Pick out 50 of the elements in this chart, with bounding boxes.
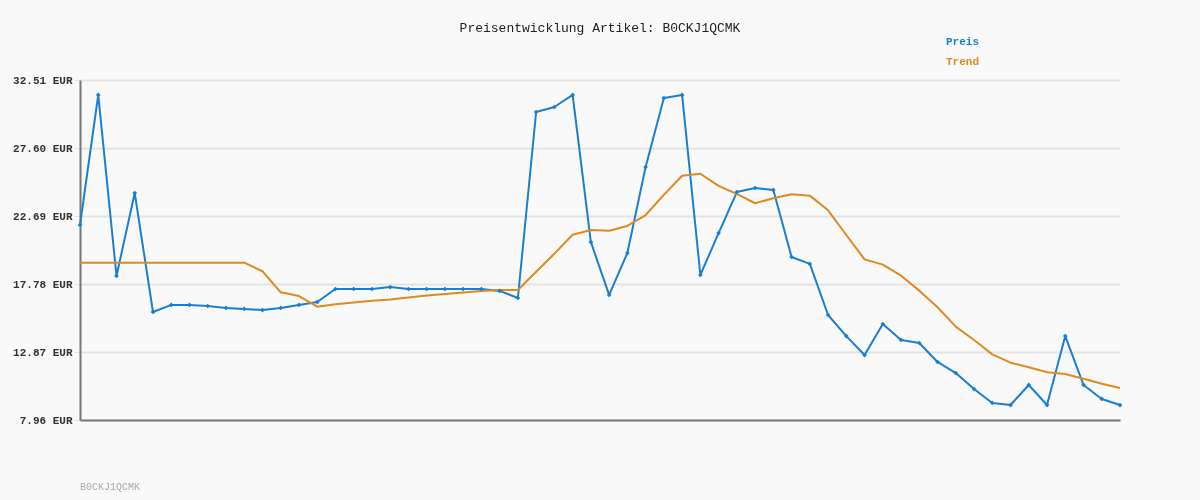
point <box>916 340 922 346</box>
y-tick-label: 12.87 EUR <box>13 346 73 359</box>
point <box>953 370 959 376</box>
point <box>1117 402 1123 408</box>
point <box>168 302 174 308</box>
text: Preis <box>946 35 980 48</box>
point <box>588 239 594 245</box>
point <box>77 222 83 228</box>
y-tick-label: 27.60 EUR <box>13 142 73 155</box>
point <box>387 284 393 290</box>
chart-title: Preisentwicklung Artikel: B0CKJ1QCMK <box>459 21 741 36</box>
y-tick-label: 7.96 EUR <box>19 414 73 427</box>
point <box>296 302 302 308</box>
point <box>1062 333 1068 339</box>
point <box>95 92 101 98</box>
point <box>825 312 831 318</box>
point <box>698 272 703 278</box>
point <box>625 250 630 256</box>
point <box>661 95 667 101</box>
point <box>989 400 995 406</box>
point <box>880 321 886 327</box>
point <box>132 190 138 196</box>
point <box>1044 402 1050 408</box>
y-tick-label: 22.69 EUR <box>13 210 73 223</box>
point <box>752 185 758 191</box>
point <box>369 286 375 292</box>
point <box>314 299 320 305</box>
point <box>843 333 849 339</box>
point <box>770 187 776 193</box>
point <box>971 386 977 392</box>
point <box>533 109 539 115</box>
point <box>734 189 740 195</box>
y-tick-label: 17.78 EUR <box>13 278 73 291</box>
point <box>150 309 156 315</box>
point <box>679 92 685 98</box>
point <box>515 295 521 301</box>
point <box>497 288 502 294</box>
point <box>898 337 904 343</box>
point <box>570 92 575 98</box>
point <box>1026 382 1032 388</box>
point <box>241 306 247 312</box>
text: B0CKJ1QCMK <box>80 482 141 493</box>
text: Trend <box>946 55 980 68</box>
point <box>807 261 813 267</box>
point <box>606 292 612 298</box>
point <box>205 303 211 309</box>
point <box>1099 396 1105 402</box>
point <box>278 305 284 311</box>
point <box>223 305 229 311</box>
y-tick-label: 32.51 EUR <box>13 74 73 87</box>
